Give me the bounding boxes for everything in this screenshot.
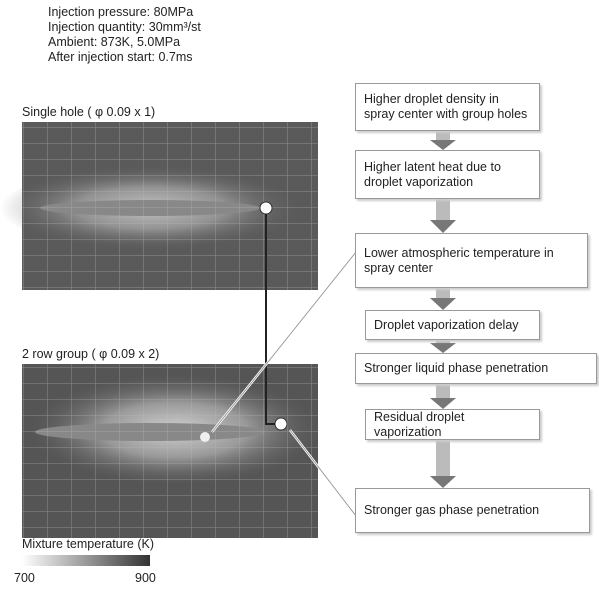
panel-label: Single hole ( φ 0.09 x 1) — [22, 105, 155, 119]
condition: Ambient: 873K, 5.0MPa — [48, 35, 180, 49]
legend-max: 900 — [135, 571, 156, 585]
figure: Injection pressure: 80MPa Injection quan… — [0, 0, 599, 589]
condition: After injection start: 0.7ms — [48, 50, 193, 64]
flow-box: Higher droplet density in spray center w… — [355, 83, 540, 131]
condition: Injection pressure: 80MPa — [48, 5, 193, 19]
flow-box: Stronger gas phase penetration — [355, 488, 590, 533]
legend-title: Mixture temperature (K) — [22, 537, 154, 551]
flow-box: Droplet vaporization delay — [365, 310, 540, 340]
panel-label: 2 row group ( φ 0.09 x 2) — [22, 347, 159, 361]
simulation-image — [0, 122, 318, 290]
flow-box: Lower atmospheric temperature in spray c… — [355, 233, 588, 288]
simulation-image — [22, 364, 320, 538]
legend-min: 700 — [14, 571, 35, 585]
condition: Injection quantity: 30mm³/st — [48, 20, 201, 34]
flow-box: Stronger liquid phase penetration — [355, 353, 597, 384]
flow-box: Residual droplet vaporization — [365, 409, 540, 440]
colorbar — [22, 555, 150, 566]
flow-box: Higher latent heat due to droplet vapori… — [355, 150, 540, 199]
